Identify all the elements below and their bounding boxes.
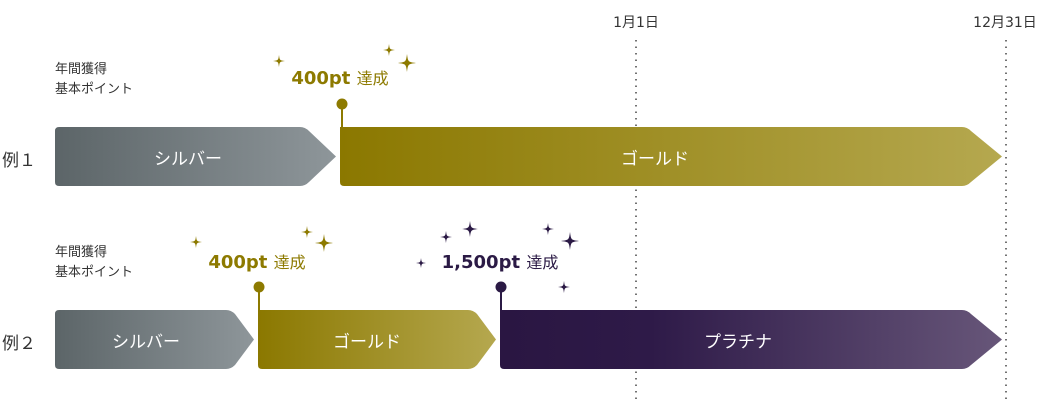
ex2-platinum-label: プラチナ <box>704 332 772 353</box>
ex2-gold-bar <box>258 310 496 369</box>
ex2-milestone-400: 400pt 達成 <box>208 249 305 273</box>
sparkle-icon <box>561 232 579 250</box>
axis-label-line2: 基本ポイント <box>55 82 134 97</box>
ex2-silver-label: シルバー <box>112 332 180 353</box>
ex1-silver-bar <box>55 127 336 186</box>
ex1-milestone-400: 400pt 達成 <box>291 65 388 89</box>
ex1-silver-label: シルバー <box>154 149 222 170</box>
sparkle-icon <box>558 281 570 293</box>
ex2-platinum-milestone-dot <box>495 281 507 293</box>
sparkle-icon <box>542 223 554 235</box>
example-2-label: 例２ <box>2 334 36 354</box>
date-end-label: 12月31日 <box>973 15 1037 31</box>
milestone-points: 400pt <box>291 68 351 89</box>
ex2-milestone-1500: 1,500pt 達成 <box>442 249 559 273</box>
sparkle-icon <box>301 226 313 238</box>
ex1-milestone-dot <box>336 98 348 110</box>
ex2-silver-bar <box>55 310 254 369</box>
ex2-gold-milestone-dot <box>253 281 265 293</box>
ex2-gold-label: ゴールド <box>333 332 401 353</box>
axis-label-line2: 基本ポイント <box>55 265 134 280</box>
date-start-label: 1月1日 <box>613 15 659 31</box>
sparkle-icon <box>315 234 333 252</box>
ex2-axis-label: 年間獲得 基本ポイント <box>55 243 133 283</box>
milestone-points: 1,500pt <box>441 252 521 273</box>
sparkle-icon <box>383 44 395 56</box>
milestone-points: 400pt <box>208 252 268 273</box>
sparkle-icon <box>416 258 426 268</box>
sparkle-icon <box>273 55 285 67</box>
sparkle-icon <box>440 231 452 243</box>
ex1-gold-bar <box>340 127 1002 186</box>
example-1-label: 例１ <box>2 151 36 171</box>
sparkle-icon <box>190 236 202 248</box>
axis-label-line1: 年間獲得 <box>55 245 108 260</box>
ex1-axis-label: 年間獲得 基本ポイント <box>55 60 133 100</box>
ex2-platinum-bar <box>500 310 1002 369</box>
sparkle-icon <box>462 221 478 237</box>
milestone-suffix: 達成 <box>526 253 559 272</box>
milestone-suffix: 達成 <box>273 253 306 272</box>
axis-label-line1: 年間獲得 <box>55 62 108 77</box>
ex1-gold-label: ゴールド <box>621 149 689 170</box>
sparkle-icon <box>398 54 416 72</box>
milestone-suffix: 達成 <box>356 69 389 88</box>
